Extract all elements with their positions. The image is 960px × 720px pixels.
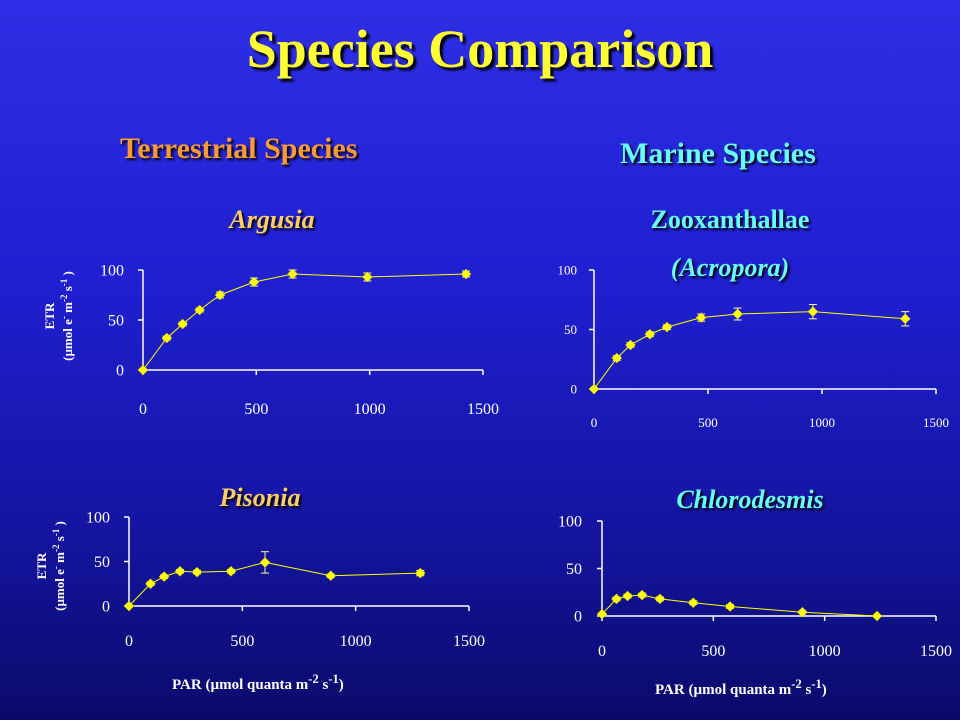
y-tick-label: 50 xyxy=(566,561,582,578)
y-axis-label-line2: (µmol e- m-2 s-1 ) xyxy=(51,521,67,611)
data-point xyxy=(414,567,426,579)
series-line xyxy=(593,311,906,390)
y-axis-label-bottom: ETR (µmol e- m-2 s-1 ) xyxy=(34,521,67,611)
x-tick-label: 1000 xyxy=(354,401,386,418)
data-point xyxy=(611,352,623,364)
data-point xyxy=(174,565,186,577)
data-point xyxy=(871,610,883,622)
chart-title-zooxanthallae: Zooxanthallae xyxy=(650,205,810,234)
y-tick-label: 50 xyxy=(94,554,110,571)
y-tick-label: 0 xyxy=(574,609,582,626)
marine-species-heading: Marine Species xyxy=(620,137,816,170)
data-point xyxy=(362,271,373,283)
data-point xyxy=(259,557,271,568)
x-tick-label: 1000 xyxy=(340,633,372,650)
x-tick-label: 1500 xyxy=(923,415,949,430)
data-point xyxy=(644,328,656,340)
data-point xyxy=(325,570,337,582)
x-tick-label: 1500 xyxy=(920,643,952,660)
x-tick-label: 1000 xyxy=(809,643,841,660)
y-tick-label: 100 xyxy=(86,510,110,527)
y-tick-label: 50 xyxy=(108,313,124,330)
x-tick-label: 500 xyxy=(244,401,268,418)
data-point xyxy=(191,566,203,578)
y-tick-label: 100 xyxy=(558,263,578,278)
data-point xyxy=(248,276,260,288)
x-tick-label: 0 xyxy=(125,633,133,650)
data-point xyxy=(225,565,237,577)
data-point xyxy=(161,332,173,344)
data-point xyxy=(611,593,622,605)
data-point xyxy=(460,268,472,280)
slide-title: Species Comparison xyxy=(246,19,714,79)
x-axis-label-left: PAR (µmol quanta m-2 s-1) xyxy=(172,672,344,693)
data-point xyxy=(724,601,736,612)
data-point xyxy=(287,268,298,280)
data-point xyxy=(588,383,600,395)
data-point xyxy=(899,313,911,325)
x-tick-label: 0 xyxy=(591,415,598,430)
y-axis-label-line1: ETR xyxy=(34,552,49,579)
data-point xyxy=(636,589,648,601)
x-axis-label-right: PAR (µmol quanta m-2 s-1) xyxy=(655,677,827,698)
data-point xyxy=(797,606,808,618)
chart-title-chlorodesmis: Chlorodesmis xyxy=(676,485,824,514)
x-tick-label: 1000 xyxy=(809,415,835,430)
y-tick-label: 100 xyxy=(100,263,124,280)
y-axis-label-top: ETR (µmol e- m-2 s-1 ) xyxy=(42,271,75,361)
data-point xyxy=(622,590,633,602)
series-line xyxy=(128,561,421,607)
y-axis-label-line1: ETR xyxy=(42,302,57,329)
y-tick-label: 0 xyxy=(116,363,124,380)
series-line xyxy=(142,273,467,371)
data-point xyxy=(158,571,170,582)
data-point xyxy=(807,306,819,318)
y-axis-label-line2: (µmol e- m-2 s-1 ) xyxy=(59,271,75,361)
data-point xyxy=(194,304,206,316)
data-point xyxy=(687,597,699,609)
x-tick-label: 0 xyxy=(598,643,606,660)
y-tick-label: 50 xyxy=(564,322,577,337)
x-tick-label: 1500 xyxy=(453,633,485,650)
x-tick-label: 500 xyxy=(230,633,254,650)
data-point xyxy=(654,593,666,605)
data-point xyxy=(145,578,156,590)
data-point xyxy=(732,308,743,320)
data-point xyxy=(177,318,189,330)
data-point xyxy=(137,364,149,376)
data-point xyxy=(214,289,226,301)
x-tick-label: 0 xyxy=(139,401,147,418)
y-tick-label: 0 xyxy=(571,382,578,397)
x-tick-label: 1500 xyxy=(467,401,499,418)
terrestrial-species-heading: Terrestrial Species xyxy=(120,132,358,165)
y-tick-label: 100 xyxy=(558,514,582,531)
x-tick-label: 500 xyxy=(698,415,718,430)
data-point xyxy=(695,312,707,323)
data-point xyxy=(123,600,135,612)
data-point xyxy=(661,321,673,333)
data-point xyxy=(596,608,608,620)
y-tick-label: 0 xyxy=(102,599,110,616)
chart-subtitle-acropora: (Acropora) xyxy=(670,253,790,282)
chart-title-argusia: Argusia xyxy=(229,205,315,234)
data-point xyxy=(625,339,636,351)
x-tick-label: 500 xyxy=(701,643,725,660)
chart-title-pisonia: Pisonia xyxy=(219,483,301,512)
